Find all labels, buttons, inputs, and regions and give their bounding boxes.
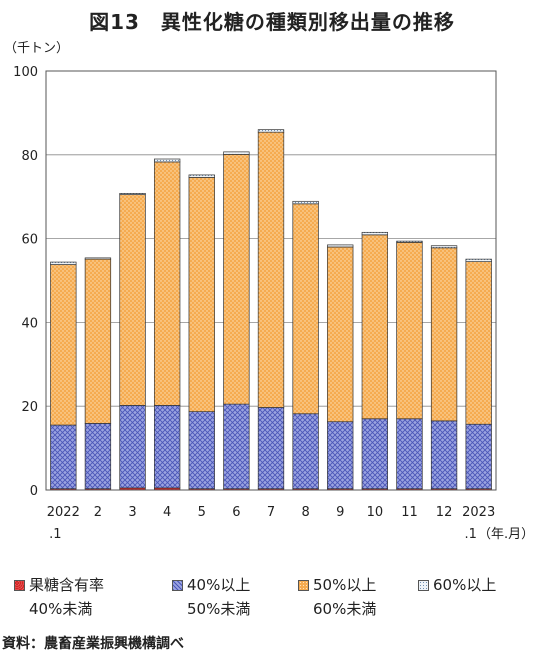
- x-tick-label: 4: [163, 505, 171, 520]
- plot-frame: [45, 70, 497, 491]
- x-tick-label: 3: [128, 505, 136, 520]
- legend-label-40to50-line1: 40%以上: [187, 576, 251, 594]
- x-tick-label: 7: [267, 505, 275, 520]
- x-tick-label: 2023: [462, 505, 495, 520]
- x-tick-label: 6: [232, 505, 240, 520]
- bar-segment-above60: [465, 258, 492, 262]
- bar-segment-40to50: [257, 407, 285, 490]
- bar-segment-40to50: [84, 423, 112, 490]
- source-note: 資料：農畜産業振興機構調べ: [2, 636, 184, 652]
- bar-segment-50to60: [292, 203, 319, 415]
- bar-segment-50to60: [257, 131, 285, 408]
- legend-label-below40-line1: 果糖含有率: [29, 576, 105, 594]
- y-tick-label: 60: [21, 233, 38, 248]
- bar-segment-40to50: [188, 411, 215, 490]
- legend-swatch-40to50: [172, 580, 183, 591]
- bar-segment-above60: [119, 192, 146, 195]
- legend-label-50to60-line2: 60%未満: [313, 600, 377, 618]
- bar-segment-above60: [257, 129, 285, 133]
- bar-segment-50to60: [396, 242, 423, 420]
- bar-segment-40to50: [361, 418, 389, 490]
- bar-segment-40to50: [153, 405, 181, 489]
- y-tick-label: 100: [13, 65, 38, 80]
- bar-segment-above60: [327, 244, 354, 248]
- bar-segment-above60: [188, 174, 215, 178]
- bar-segment-above60: [153, 158, 181, 163]
- legend-swatch-below40: [14, 580, 25, 591]
- bar-segment-above60: [84, 257, 112, 260]
- x-tick-label: .1: [464, 527, 476, 542]
- bar-segment-above60: [430, 245, 458, 249]
- x-tick-label: 12: [436, 505, 453, 520]
- bar-segment-50to60: [153, 161, 181, 406]
- bar-segment-40to50: [327, 421, 354, 490]
- bar-segment-50to60: [188, 177, 215, 412]
- bar-segment-40to50: [396, 418, 423, 490]
- bar-segment-50to60: [223, 154, 250, 405]
- y-tick-label: 20: [21, 400, 38, 415]
- bar-segment-50to60: [430, 247, 458, 422]
- bar-segment-50to60: [361, 234, 389, 420]
- x-unit-label: （年.月）: [478, 527, 534, 542]
- bar-segment-above60: [223, 151, 250, 155]
- x-tick-label: 8: [301, 505, 309, 520]
- legend-label-50to60-line1: 50%以上: [313, 576, 377, 594]
- legend-label-40to50-line2: 50%未満: [187, 600, 251, 618]
- bar-segment-40to50: [223, 403, 250, 490]
- bar-segment-50to60: [84, 258, 112, 424]
- bar-segment-above60: [50, 261, 77, 265]
- legend-label-below40-line2: 40%未満: [29, 600, 93, 618]
- y-tick-label: 80: [21, 149, 38, 164]
- x-tick-label: 2: [94, 505, 102, 520]
- bar-segment-above60: [396, 240, 423, 243]
- x-tick-label: 9: [336, 505, 344, 520]
- bar-segment-40to50: [119, 405, 146, 489]
- bar-segment-50to60: [50, 264, 77, 426]
- bar-segment-above60: [292, 200, 319, 205]
- x-tick-label: 2022: [47, 505, 80, 520]
- bar-segment-50to60: [327, 246, 354, 423]
- bar-segment-40to50: [292, 413, 319, 490]
- legend-swatch-50to60: [298, 580, 309, 591]
- bar-segment-above60: [361, 231, 389, 236]
- bar-segment-50to60: [119, 194, 146, 406]
- y-tick-label: 40: [21, 316, 38, 331]
- y-unit-label: （千トン）: [4, 41, 69, 56]
- legend: 果糖含有率 40%未満 40%以上 50%未満 50%以上 60%未満 60%以…: [14, 574, 534, 626]
- y-tick-label: 0: [30, 484, 38, 499]
- bar-segment-40to50: [50, 424, 77, 490]
- legend-swatch-above60: [418, 580, 429, 591]
- legend-label-above60-line1: 60%以上: [433, 576, 497, 594]
- x-tick-label: .1: [49, 527, 61, 542]
- x-tick-label: 10: [367, 505, 384, 520]
- bar-segment-50to60: [465, 261, 492, 425]
- x-tick-label: 11: [401, 505, 418, 520]
- bar-segment-40to50: [465, 423, 492, 490]
- x-tick-label: 5: [198, 505, 206, 520]
- stacked-bar-chart: （千トン） 0 20 40 60 80 100 2022 .1 2 3 4 5 6 7 8 9 10 11 12 2…: [4, 41, 534, 542]
- chart-title: 図13 異性化糖の種類別移出量の推移: [89, 10, 455, 34]
- bar-segment-40to50: [430, 420, 458, 490]
